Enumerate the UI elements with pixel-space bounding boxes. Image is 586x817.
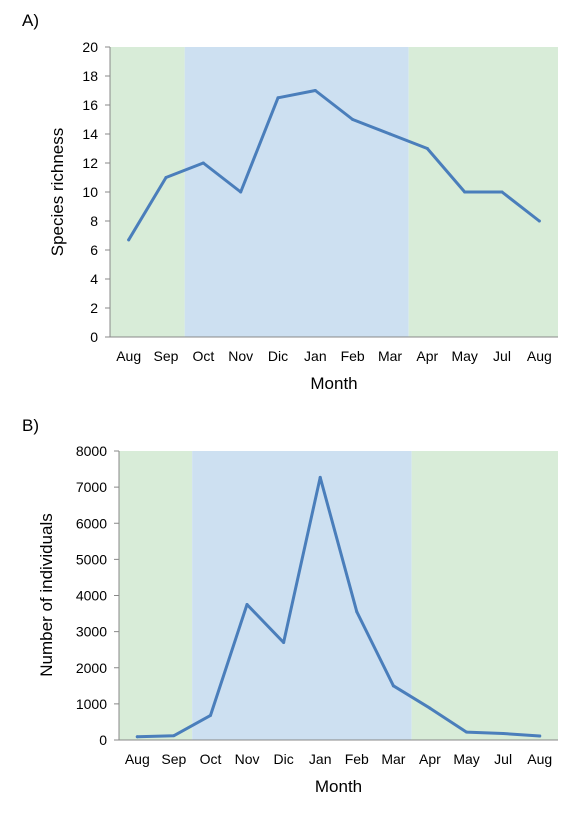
y-tick-label: 3000 (76, 624, 107, 640)
data-point (425, 147, 429, 150)
y-tick-label: 0 (90, 329, 98, 345)
y-tick-label: 4000 (76, 588, 107, 604)
season-band-2 (411, 451, 558, 740)
x-tick-label: Aug (527, 751, 552, 767)
data-point (388, 132, 392, 136)
x-tick-label: Oct (200, 751, 222, 767)
y-tick-label: 14 (82, 126, 98, 142)
y-tick-label: 6 (90, 242, 98, 258)
y-tick-label: 20 (82, 39, 98, 55)
data-point (276, 96, 280, 100)
panel-label: A) (22, 11, 39, 30)
y-tick-label: 2000 (76, 660, 107, 676)
x-tick-label: Sep (154, 348, 179, 364)
data-point (538, 734, 542, 738)
data-point (282, 640, 286, 644)
y-tick-label: 0 (99, 732, 107, 748)
x-tick-label: May (453, 751, 479, 767)
season-band-1 (192, 451, 412, 740)
data-point (208, 713, 212, 717)
data-point (465, 730, 469, 734)
y-tick-label: 1000 (76, 696, 107, 712)
season-band-1 (184, 47, 409, 337)
data-point (500, 190, 504, 194)
data-point (135, 735, 139, 739)
x-tick-label: Aug (125, 751, 150, 767)
y-tick-label: 12 (82, 155, 98, 171)
data-point (463, 190, 467, 194)
data-point (391, 684, 395, 688)
chart-panel-a: 0 2 4 6 8 10 12 14 16 18 20 Aug Sep Oct Nov Dic Jan Feb Ma… (22, 11, 558, 393)
data-point (501, 731, 505, 735)
y-axis-label: Number of individuals (37, 513, 56, 676)
x-tick-label: Nov (228, 348, 253, 364)
series-line (127, 89, 541, 242)
y-tick-label: 10 (82, 184, 98, 200)
x-tick-label: Feb (341, 348, 365, 364)
x-tick-label: Jul (493, 348, 511, 364)
x-axis-label: Month (310, 374, 357, 393)
y-tick-label: 2 (90, 300, 98, 316)
y-tick-label: 6000 (76, 515, 107, 531)
data-point (164, 176, 168, 179)
y-axis-label: Species richness (48, 128, 67, 257)
data-point (172, 734, 176, 738)
x-tick-label: Aug (527, 348, 552, 364)
panel-label: B) (22, 416, 39, 435)
data-point (127, 238, 131, 242)
y-tick-label: 7000 (76, 479, 107, 495)
data-point (313, 89, 317, 92)
x-tick-label: Apr (416, 348, 438, 364)
data-point (537, 219, 541, 223)
y-tick-label: 5000 (76, 551, 107, 567)
x-tick-label: May (451, 348, 477, 364)
x-tick-label: Jan (304, 348, 327, 364)
season-band-0 (119, 451, 193, 740)
x-tick-label: Mar (378, 348, 402, 364)
y-tick-label: 18 (82, 68, 98, 84)
x-tick-label: Mar (381, 751, 405, 767)
y-tick-label: 16 (82, 97, 98, 113)
data-point (245, 603, 249, 607)
data-point (428, 706, 432, 710)
x-tick-label: Sep (161, 751, 186, 767)
x-tick-label: Nov (235, 751, 260, 767)
x-axis-label: Month (315, 777, 362, 796)
data-point (355, 610, 359, 614)
x-tick-label: Dic (268, 348, 288, 364)
x-tick-label: Dic (274, 751, 294, 767)
y-tick-label: 8000 (76, 443, 107, 459)
series-line (135, 475, 542, 739)
season-band-0 (110, 47, 185, 337)
x-tick-label: Aug (116, 348, 141, 364)
x-tick-label: Apr (419, 751, 441, 767)
y-tick-label: 8 (90, 213, 98, 229)
x-tick-label: Feb (345, 751, 369, 767)
x-tick-label: Oct (192, 348, 214, 364)
data-point (318, 475, 322, 479)
x-tick-label: Jan (309, 751, 332, 767)
y-tick-label: 4 (90, 271, 98, 287)
chart-panel-b: 0 1000 2000 3000 4000 5000 6000 7000 8000 Aug Sep O… (22, 416, 558, 796)
data-point (239, 190, 243, 194)
x-tick-label: Jul (494, 751, 512, 767)
data-point (201, 161, 205, 165)
data-point (351, 118, 355, 121)
